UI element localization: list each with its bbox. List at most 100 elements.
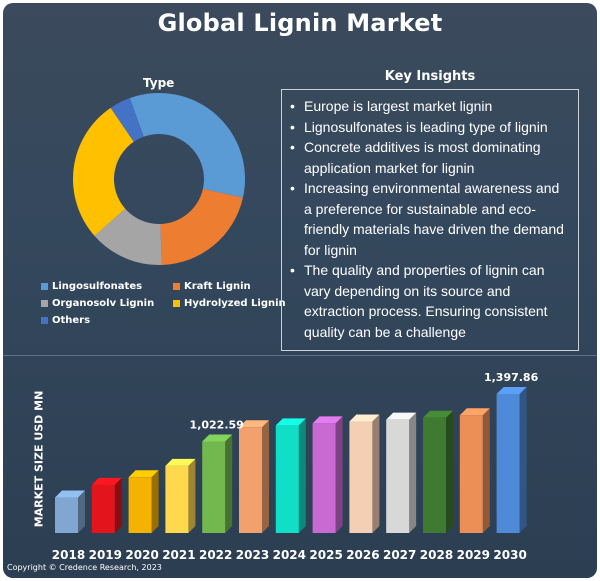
bar-top (496, 386, 527, 394)
x-tick-label: 2030 (493, 548, 526, 562)
bar-2020 (128, 470, 159, 533)
bar-side (519, 386, 527, 533)
legend-item-kraft-lignin: Kraft Lignin (173, 281, 251, 292)
copyright-notice: Copyright © Credence Research, 2023 (7, 563, 162, 572)
legend-swatch (41, 317, 48, 324)
bar-top (202, 434, 233, 442)
bar-front (386, 419, 410, 533)
bar-front (165, 465, 189, 533)
bar-top (91, 477, 122, 485)
bar-front (202, 441, 226, 533)
legend-item-hydrolyzed-lignin: Hydrolyzed Lignin (173, 298, 286, 309)
bar-front (496, 393, 520, 533)
donut-slice-others (110, 98, 144, 142)
bar-top (386, 412, 417, 420)
x-tick-label: 2026 (346, 548, 379, 562)
bar-2026 (349, 414, 380, 533)
data-label: 1,022.59 (190, 418, 244, 431)
insight-item: Lignosulfonates is leading type of ligni… (290, 117, 570, 138)
legend-swatch (41, 300, 48, 307)
data-label: 1,397.86 (484, 371, 539, 384)
bar-chart: 2018 2019 2020 2021 2022 2023 2024 2025 2026 2027… (52, 371, 539, 562)
bar-front (459, 415, 483, 533)
legend-swatch (173, 300, 180, 307)
bar-front (349, 421, 373, 533)
bar-top (275, 418, 306, 426)
x-tick-label: 2025 (309, 548, 342, 562)
bar-side (188, 458, 196, 533)
bar-2024 (275, 418, 306, 533)
insight-item: The quality and properties of lignin can… (290, 260, 570, 342)
legend-label: Organosolv Lignin (52, 298, 155, 309)
bar-side (335, 416, 343, 533)
bar-top (239, 420, 269, 428)
bar-2028 (423, 410, 453, 533)
bar-front (55, 497, 78, 533)
bar-side (298, 418, 306, 533)
bar-2019 (91, 477, 122, 533)
bar-front (239, 427, 262, 533)
x-tick-label: 2029 (457, 548, 490, 562)
bar-front (423, 417, 446, 533)
bar-top (459, 408, 490, 416)
bar-top (165, 458, 196, 466)
bar-side (78, 490, 85, 533)
bar-front (91, 484, 115, 533)
section-divider (3, 355, 597, 356)
legend-item-organosolv-lignin: Organosolv Lignin (41, 298, 154, 309)
x-tick-label: 2021 (162, 548, 195, 562)
bar-front (128, 477, 152, 533)
legend-label: Hydrolyzed Lignin (184, 298, 286, 309)
bar-2029 (459, 408, 490, 533)
bar-2018 (55, 490, 85, 533)
x-tick-label: 2027 (383, 548, 416, 562)
infographic-panel: Global Lignin Market Type Lingosulfonate… (3, 3, 597, 578)
donut-slice-kraft-lignin (160, 188, 243, 265)
legend-label: Others (52, 315, 91, 326)
bar-side (225, 434, 233, 533)
bar-2027 (386, 412, 417, 533)
insight-item: Concrete additives is most dominating ap… (290, 137, 570, 178)
bar-top (128, 470, 159, 478)
bar-side (482, 408, 490, 533)
bar-top (349, 414, 380, 422)
key-insights-box: Europe is largest market lignin Lignosul… (281, 89, 579, 351)
bar-2022 (202, 434, 233, 533)
legend-swatch (41, 283, 48, 290)
x-tick-label: 2024 (273, 548, 306, 562)
legend-item-lingosulfonates: Lingosulfonates (41, 281, 142, 292)
bar-top (423, 410, 453, 418)
x-tick-label: 2022 (199, 548, 232, 562)
insight-item: Europe is largest market lignin (290, 96, 570, 117)
bar-side (262, 420, 269, 533)
donut-slice-hydrolyzed-lignin (72, 107, 134, 236)
legend-item-others: Others (41, 315, 90, 326)
bar-top (55, 490, 85, 498)
page-title: Global Lignin Market (157, 9, 443, 37)
bar-2030 (496, 386, 527, 533)
bar-side (151, 470, 159, 533)
bar-side (372, 414, 380, 533)
insight-item: Increasing environmental awareness and a… (290, 178, 570, 260)
donut-slice-lingosulfonates (129, 93, 245, 198)
donut-slice-organosolv-lignin (94, 208, 162, 265)
bar-2025 (312, 416, 343, 533)
x-tick-label: 2020 (125, 548, 158, 562)
legend-label: Lingosulfonates (52, 281, 143, 292)
bar-side (409, 412, 417, 533)
x-tick-label: 2028 (420, 548, 453, 562)
bar-side (114, 477, 122, 533)
bar-front (275, 425, 299, 533)
x-tick-label: 2019 (89, 548, 122, 562)
key-insights-title: Key Insights (384, 69, 476, 84)
donut-chart (72, 93, 245, 265)
x-tick-label: 2023 (236, 548, 269, 562)
x-tick-label: 2018 (52, 548, 85, 562)
legend-swatch (173, 283, 180, 290)
bar-top (312, 416, 343, 424)
bar-front (312, 423, 336, 533)
legend-label: Kraft Lignin (184, 281, 251, 292)
bar-2023 (239, 420, 269, 533)
y-axis-label: MARKET SIZE USD MN (32, 390, 46, 528)
donut-chart-title: Type (143, 76, 175, 90)
